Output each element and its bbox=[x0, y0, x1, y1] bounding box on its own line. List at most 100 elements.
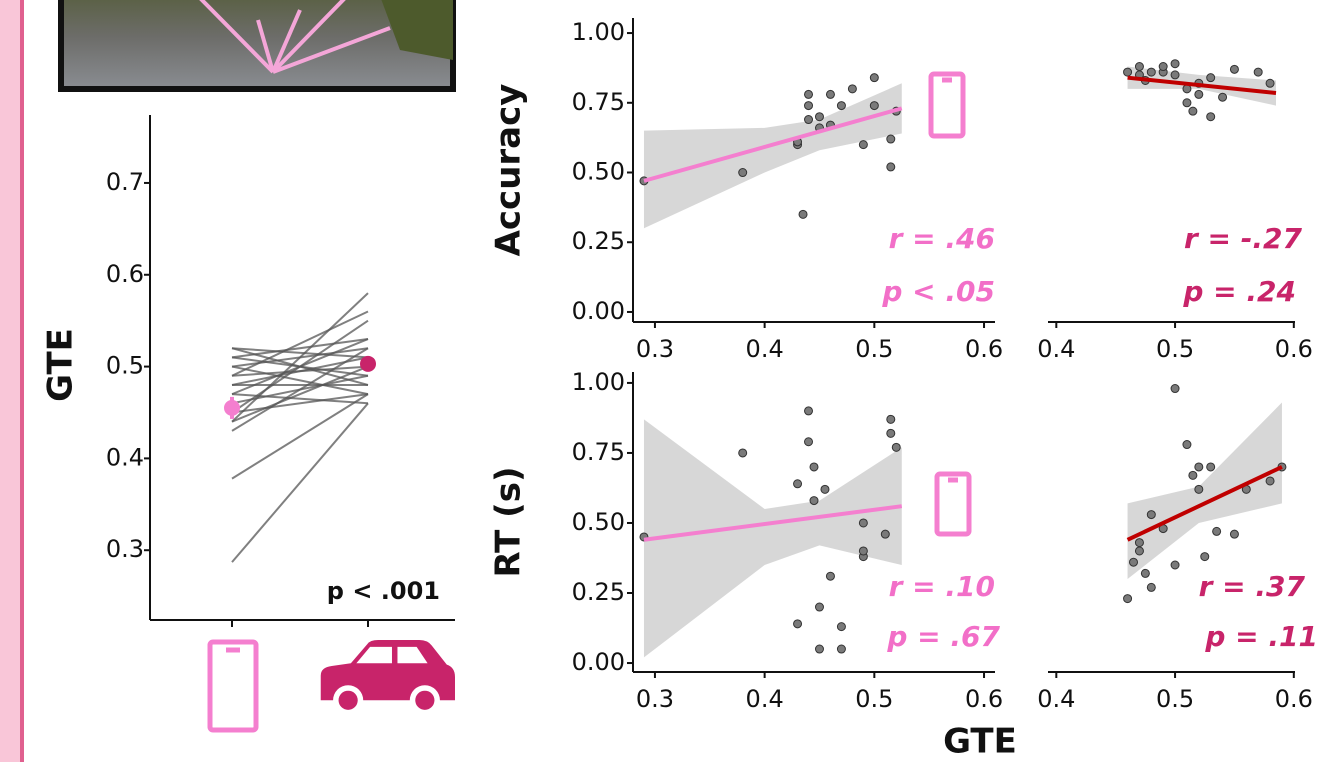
data-point bbox=[805, 407, 813, 415]
data-point bbox=[1230, 65, 1238, 73]
data-point bbox=[1135, 63, 1143, 71]
data-point bbox=[1135, 547, 1143, 555]
data-point bbox=[1171, 561, 1179, 569]
data-point bbox=[815, 603, 823, 611]
data-point bbox=[794, 480, 802, 488]
p-annotation: p < .001 bbox=[327, 577, 440, 605]
x-tick-label: 0.5 bbox=[1156, 685, 1194, 713]
data-point bbox=[1183, 441, 1191, 449]
paired-line bbox=[232, 403, 368, 562]
paired-line bbox=[232, 348, 368, 366]
x-tick-label: 0.4 bbox=[1037, 685, 1075, 713]
x-tick-label: 0.3 bbox=[636, 685, 674, 713]
y-tick-label: 0.00 bbox=[572, 297, 625, 325]
y-tick-label: 1.00 bbox=[572, 368, 625, 396]
data-point bbox=[1266, 79, 1274, 87]
x-tick-label: 0.4 bbox=[746, 685, 784, 713]
data-point bbox=[799, 210, 807, 218]
x-tick-label: 0.5 bbox=[1156, 335, 1194, 363]
data-point bbox=[859, 519, 867, 527]
data-point bbox=[887, 429, 895, 437]
data-point bbox=[1124, 595, 1132, 603]
data-point bbox=[1147, 68, 1155, 76]
data-point bbox=[805, 116, 813, 124]
data-point bbox=[805, 90, 813, 98]
data-point bbox=[810, 497, 818, 505]
x-axis-label: GTE bbox=[943, 722, 1017, 762]
x-tick-label: 0.5 bbox=[855, 685, 893, 713]
x-tick-label: 0.4 bbox=[1037, 335, 1075, 363]
data-point bbox=[1266, 477, 1274, 485]
data-point bbox=[1195, 485, 1203, 493]
confidence-band bbox=[644, 419, 902, 657]
data-point bbox=[815, 113, 823, 121]
data-point bbox=[859, 141, 867, 149]
stat-annotation: p = .24 bbox=[1182, 275, 1296, 308]
data-point bbox=[870, 102, 878, 110]
data-point bbox=[1159, 63, 1167, 71]
y-tick-label: 0.75 bbox=[572, 88, 625, 116]
data-point bbox=[837, 102, 845, 110]
data-point bbox=[1141, 569, 1149, 577]
data-point bbox=[1254, 68, 1262, 76]
data-point bbox=[1207, 113, 1215, 121]
data-point bbox=[887, 415, 895, 423]
x-tick-label: 0.3 bbox=[636, 335, 674, 363]
data-point bbox=[1219, 93, 1227, 101]
data-point bbox=[881, 530, 889, 538]
data-point bbox=[1230, 530, 1238, 538]
data-point bbox=[1171, 60, 1179, 68]
data-point bbox=[848, 85, 856, 93]
data-point bbox=[1147, 511, 1155, 519]
x-tick-label: 0.4 bbox=[746, 335, 784, 363]
data-point bbox=[805, 102, 813, 110]
data-point bbox=[870, 74, 878, 82]
stat-annotation: p < .05 bbox=[881, 275, 995, 308]
data-point bbox=[1195, 463, 1203, 471]
data-point bbox=[826, 90, 834, 98]
stat-annotation: p = .11 bbox=[1204, 620, 1318, 653]
stat-annotation: r = .37 bbox=[1199, 570, 1306, 603]
x-tick-label: 0.6 bbox=[1275, 685, 1313, 713]
data-point bbox=[1207, 74, 1215, 82]
y-tick-label: 0.50 bbox=[572, 508, 625, 536]
data-point bbox=[859, 547, 867, 555]
data-point bbox=[826, 572, 834, 580]
x-tick-label: 0.5 bbox=[855, 335, 893, 363]
data-point bbox=[794, 620, 802, 628]
y-tick-label: 0.25 bbox=[572, 227, 625, 255]
data-point bbox=[887, 135, 895, 143]
data-point bbox=[1130, 558, 1138, 566]
data-point bbox=[837, 623, 845, 631]
data-point bbox=[1213, 527, 1221, 535]
stat-annotation: p = .67 bbox=[886, 620, 1000, 653]
confidence-band bbox=[644, 83, 902, 228]
data-point bbox=[1207, 463, 1215, 471]
data-point bbox=[815, 645, 823, 653]
y-tick-label: 0.6 bbox=[106, 260, 144, 288]
stat-annotation: r = -.27 bbox=[1184, 222, 1303, 255]
y-tick-label: 0.50 bbox=[572, 158, 625, 186]
side-strip bbox=[0, 0, 22, 762]
data-point bbox=[1171, 71, 1179, 79]
y-tick-label: 0.00 bbox=[572, 648, 625, 676]
y-tick-label: 0.75 bbox=[572, 438, 625, 466]
stat-annotation: r = .10 bbox=[889, 570, 995, 603]
x-tick-label: 0.6 bbox=[965, 335, 1003, 363]
mean-point bbox=[360, 356, 376, 372]
road-photo bbox=[61, 0, 453, 89]
data-point bbox=[1147, 583, 1155, 591]
data-point bbox=[810, 463, 818, 471]
data-point bbox=[1124, 68, 1132, 76]
paired-line bbox=[232, 394, 368, 478]
figure: 0.30.40.50.60.7GTEp < .0010.30.40.50.60.… bbox=[0, 0, 1328, 762]
x-tick-label: 0.6 bbox=[1275, 335, 1313, 363]
y-axis-label: RT (s) bbox=[489, 467, 529, 578]
y-tick-label: 1.00 bbox=[572, 18, 625, 46]
car-icon bbox=[321, 640, 455, 715]
mean-point bbox=[224, 400, 240, 416]
data-point bbox=[1183, 99, 1191, 107]
stat-annotation: r = .46 bbox=[889, 222, 995, 255]
data-point bbox=[1195, 90, 1203, 98]
y-tick-label: 0.3 bbox=[106, 535, 144, 563]
